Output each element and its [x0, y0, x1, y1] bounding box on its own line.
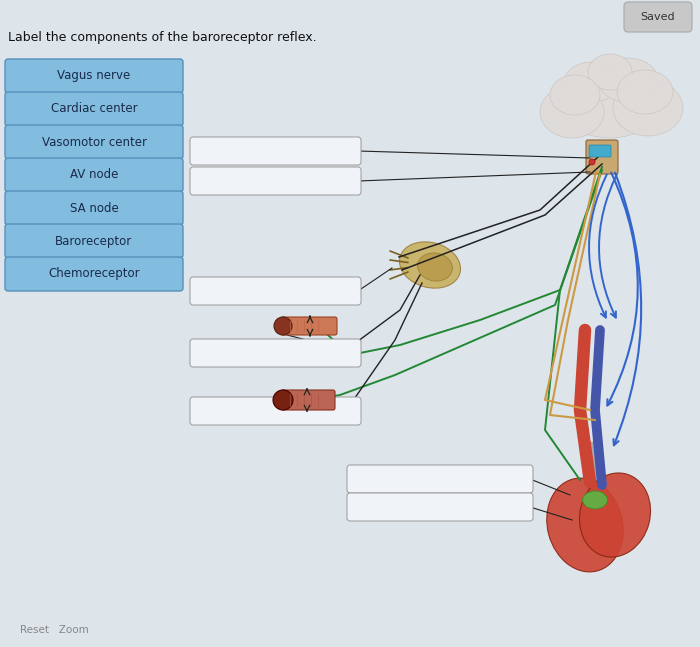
Text: Label the components of the baroreceptor reflex.: Label the components of the baroreceptor…	[8, 32, 316, 45]
Text: Cardiac center: Cardiac center	[50, 102, 137, 116]
Text: SA node: SA node	[69, 201, 118, 215]
Ellipse shape	[547, 478, 623, 572]
Ellipse shape	[540, 86, 604, 138]
Text: AV node: AV node	[70, 168, 118, 182]
FancyBboxPatch shape	[5, 59, 183, 93]
FancyBboxPatch shape	[5, 125, 183, 159]
FancyBboxPatch shape	[190, 167, 361, 195]
Ellipse shape	[598, 58, 658, 102]
FancyBboxPatch shape	[190, 277, 361, 305]
Ellipse shape	[418, 253, 452, 281]
Text: Reset   Zoom: Reset Zoom	[20, 625, 89, 635]
Ellipse shape	[588, 54, 632, 90]
FancyBboxPatch shape	[281, 317, 337, 335]
Circle shape	[274, 317, 292, 335]
Text: Vasomotor center: Vasomotor center	[41, 135, 146, 149]
FancyBboxPatch shape	[5, 158, 183, 192]
Ellipse shape	[582, 491, 608, 509]
Text: Saved: Saved	[640, 12, 676, 22]
Text: Chemoreceptor: Chemoreceptor	[48, 267, 140, 281]
Ellipse shape	[400, 242, 461, 288]
Text: Baroreceptor: Baroreceptor	[55, 234, 132, 248]
FancyBboxPatch shape	[281, 390, 335, 410]
FancyBboxPatch shape	[190, 397, 361, 425]
FancyBboxPatch shape	[5, 224, 183, 258]
FancyBboxPatch shape	[190, 137, 361, 165]
FancyBboxPatch shape	[190, 339, 361, 367]
FancyBboxPatch shape	[586, 140, 618, 174]
FancyBboxPatch shape	[347, 493, 533, 521]
Ellipse shape	[558, 62, 662, 138]
FancyBboxPatch shape	[5, 191, 183, 225]
Circle shape	[589, 159, 595, 165]
FancyBboxPatch shape	[589, 145, 611, 157]
FancyBboxPatch shape	[5, 92, 183, 126]
Ellipse shape	[580, 473, 650, 557]
Text: Vagus nerve: Vagus nerve	[57, 69, 131, 83]
Ellipse shape	[550, 75, 600, 115]
FancyBboxPatch shape	[624, 2, 692, 32]
Ellipse shape	[564, 62, 620, 102]
Circle shape	[273, 390, 293, 410]
Ellipse shape	[613, 80, 683, 136]
FancyBboxPatch shape	[347, 465, 533, 493]
FancyBboxPatch shape	[5, 257, 183, 291]
Ellipse shape	[617, 70, 673, 114]
